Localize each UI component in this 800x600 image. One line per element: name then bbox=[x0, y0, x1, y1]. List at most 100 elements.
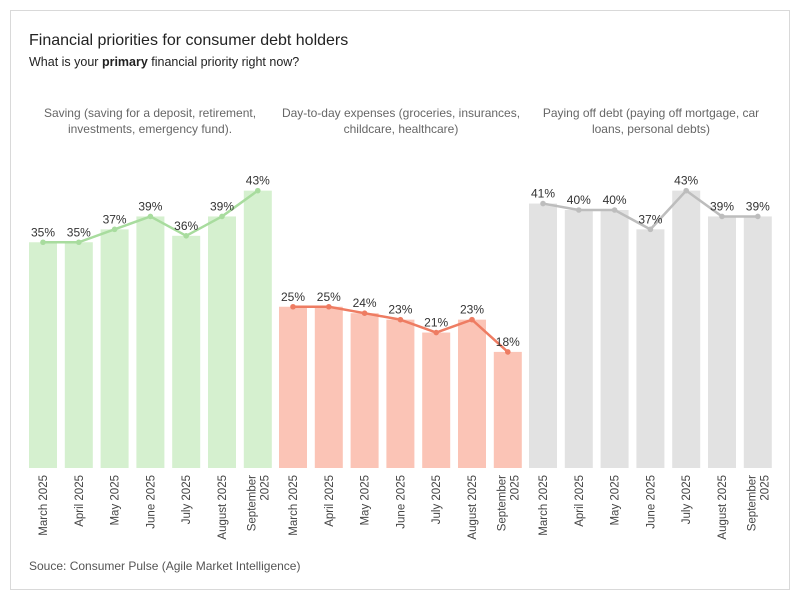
bar bbox=[208, 216, 236, 468]
data-label: 25% bbox=[317, 290, 341, 304]
bar bbox=[529, 203, 557, 469]
data-label: 24% bbox=[353, 296, 377, 310]
data-label: 21% bbox=[424, 316, 448, 330]
data-label: 43% bbox=[246, 174, 270, 188]
chart-subtitle: What is your primary financial priority … bbox=[29, 55, 299, 69]
data-point bbox=[505, 349, 511, 355]
data-point bbox=[254, 187, 261, 194]
x-tick-label: July 2025 bbox=[431, 475, 443, 524]
panel-title-line: investments, emergency fund). bbox=[67, 122, 233, 136]
bar bbox=[279, 306, 307, 468]
x-tick-label: March 2025 bbox=[538, 475, 550, 536]
bar bbox=[600, 210, 629, 468]
panel-title-line: Paying off debt (paying off mortgage, ca… bbox=[542, 106, 760, 120]
bar bbox=[350, 313, 379, 468]
data-label: 35% bbox=[31, 225, 55, 239]
data-label: 39% bbox=[710, 199, 734, 213]
x-tick-label: 2025 bbox=[759, 475, 771, 501]
data-label: 43% bbox=[674, 174, 698, 188]
subtitle-emphasis: primary bbox=[101, 55, 148, 69]
data-label: 40% bbox=[603, 193, 627, 207]
x-tick-label: June 2025 bbox=[145, 475, 157, 529]
panel-title-debt: Paying off debt (paying off mortgage, ca… bbox=[529, 105, 773, 137]
bar bbox=[493, 351, 522, 468]
x-tick-label: July 2025 bbox=[181, 475, 193, 524]
bar bbox=[708, 216, 736, 468]
data-label: 18% bbox=[496, 335, 520, 349]
bar bbox=[29, 242, 57, 468]
bar bbox=[636, 229, 665, 468]
x-tick-label: August 2025 bbox=[717, 475, 729, 540]
x-tick-label: September bbox=[746, 475, 758, 531]
data-point bbox=[433, 329, 440, 336]
x-tick-label: March 2025 bbox=[288, 475, 300, 536]
data-point bbox=[469, 316, 475, 323]
x-tick-label: June 2025 bbox=[645, 475, 657, 529]
bar bbox=[100, 229, 129, 468]
subtitle-prefix: What is your bbox=[29, 55, 102, 69]
data-label: 37% bbox=[103, 212, 127, 226]
bar bbox=[136, 216, 165, 468]
data-point bbox=[683, 187, 689, 194]
chart-frame bbox=[10, 10, 790, 590]
data-point bbox=[576, 207, 582, 213]
panel-title-line: childcare, healthcare) bbox=[343, 122, 459, 136]
data-label: 39% bbox=[210, 199, 234, 213]
chart-title: Financial priorities for consumer debt h… bbox=[29, 32, 349, 49]
data-label: 37% bbox=[638, 212, 662, 226]
x-tick-label: September bbox=[246, 475, 258, 531]
x-tick-label: 2025 bbox=[259, 475, 271, 501]
data-point bbox=[219, 213, 225, 220]
bar bbox=[314, 306, 343, 468]
x-tick-label: 2025 bbox=[509, 475, 521, 501]
data-label: 39% bbox=[138, 199, 162, 213]
x-tick-label: April 2025 bbox=[324, 475, 336, 527]
bar bbox=[458, 319, 486, 468]
data-point bbox=[755, 213, 761, 220]
data-point bbox=[147, 213, 154, 220]
data-point bbox=[611, 207, 618, 213]
bar bbox=[64, 242, 93, 468]
x-tick-label: August 2025 bbox=[467, 475, 479, 540]
panel-title-expenses: Day-to-day expenses (groceries, insuranc… bbox=[275, 105, 527, 137]
bar bbox=[672, 190, 701, 468]
data-point bbox=[290, 303, 296, 310]
x-tick-label: April 2025 bbox=[574, 475, 586, 527]
x-tick-label: July 2025 bbox=[681, 475, 693, 524]
panel-title-line: Saving (saving for a deposit, retirement… bbox=[43, 106, 257, 120]
data-label: 25% bbox=[281, 290, 305, 304]
bar bbox=[386, 319, 415, 468]
x-tick-label: May 2025 bbox=[610, 475, 622, 526]
bar bbox=[422, 332, 451, 468]
x-tick-label: April 2025 bbox=[74, 475, 86, 527]
data-label: 35% bbox=[67, 225, 91, 239]
data-point bbox=[326, 303, 332, 310]
data-point bbox=[647, 226, 654, 233]
data-label: 23% bbox=[388, 303, 412, 317]
panel-title-line: loans, personal debts) bbox=[591, 122, 711, 136]
data-point bbox=[719, 213, 725, 220]
x-tick-label: September bbox=[496, 475, 508, 531]
data-point bbox=[397, 316, 404, 323]
bar bbox=[172, 235, 201, 468]
data-label: 39% bbox=[746, 199, 770, 213]
data-point bbox=[183, 233, 189, 239]
x-tick-label: May 2025 bbox=[360, 475, 372, 526]
x-tick-label: May 2025 bbox=[110, 475, 122, 526]
data-point bbox=[76, 239, 82, 246]
data-point bbox=[540, 200, 546, 207]
data-label: 23% bbox=[460, 303, 484, 317]
data-label: 36% bbox=[174, 219, 198, 233]
x-tick-label: March 2025 bbox=[38, 475, 50, 536]
data-point bbox=[111, 226, 118, 233]
bar bbox=[743, 216, 772, 468]
data-point bbox=[40, 239, 46, 246]
panel-title-line: Day-to-day expenses (groceries, insuranc… bbox=[281, 106, 521, 120]
panel-title-saving: Saving (saving for a deposit, retirement… bbox=[28, 105, 272, 137]
bar bbox=[564, 210, 593, 468]
bar bbox=[243, 190, 272, 468]
x-tick-label: August 2025 bbox=[217, 475, 229, 540]
subtitle-suffix: financial priority right now? bbox=[147, 55, 300, 69]
data-point bbox=[361, 310, 368, 317]
